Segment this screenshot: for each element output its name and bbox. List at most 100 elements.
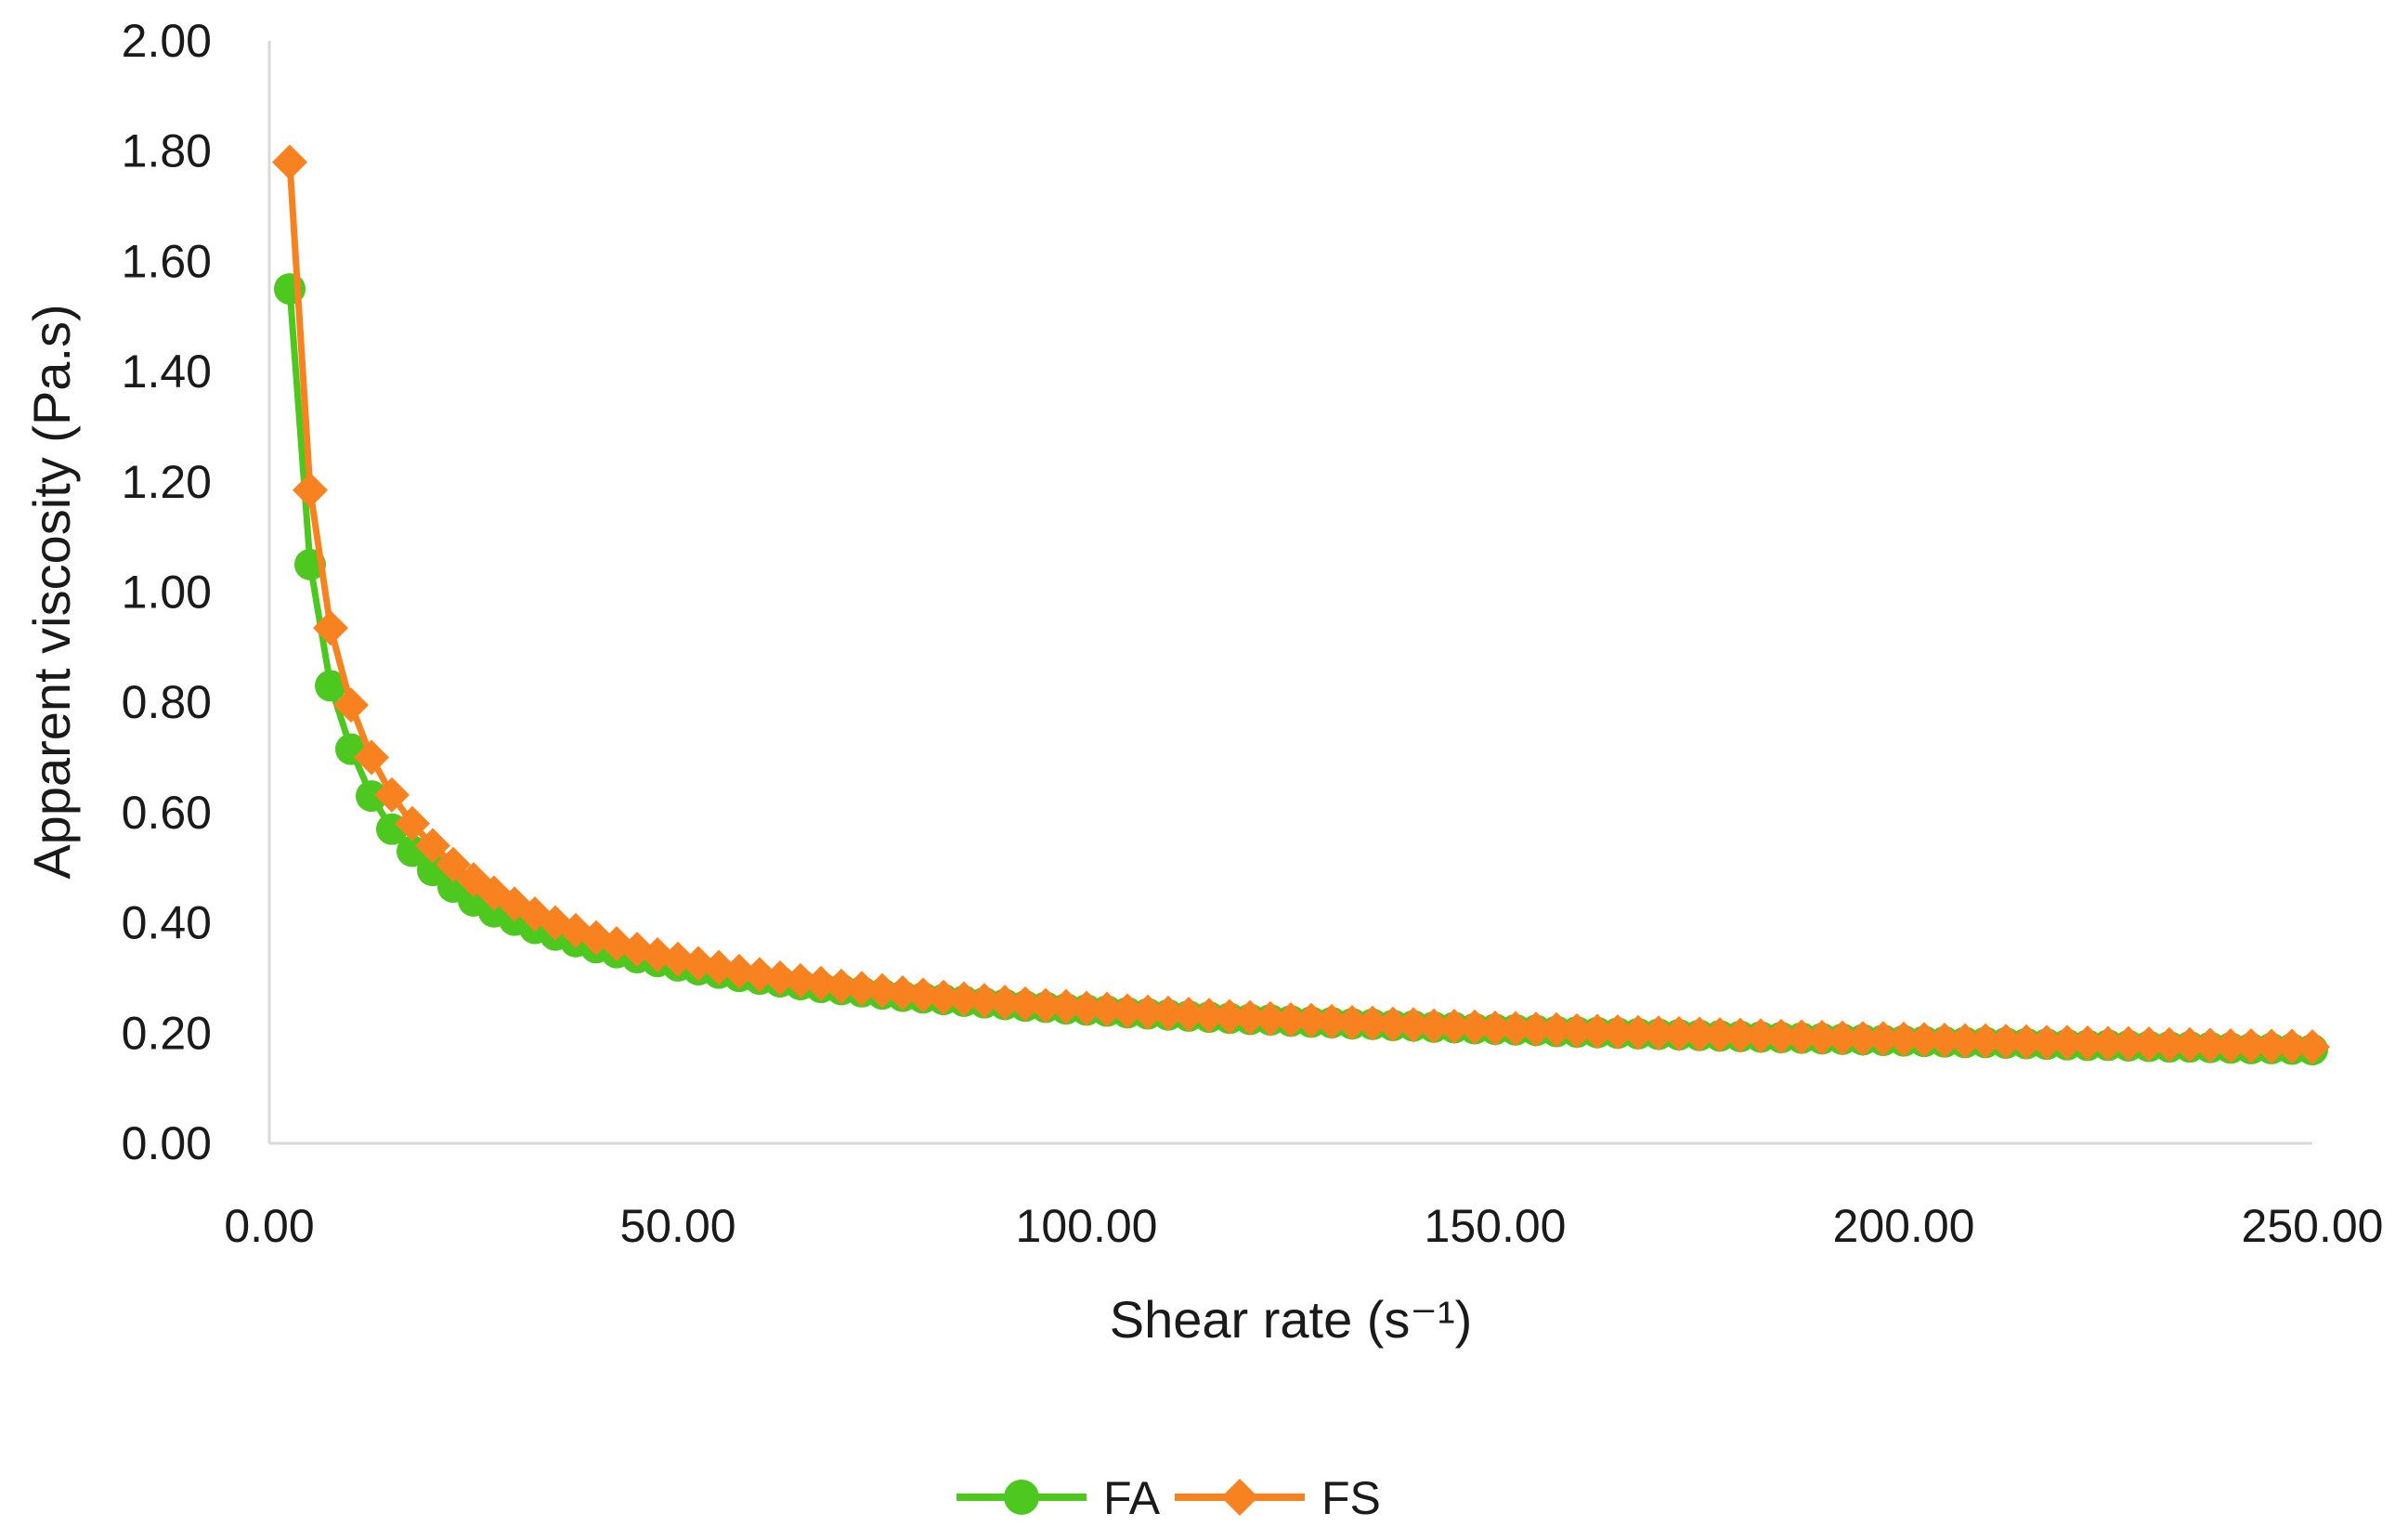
data-point-fs [1886,1021,1921,1057]
data-point-fs [1518,1011,1554,1048]
data-point-fs [2193,1027,2228,1063]
data-point-fs [2213,1027,2248,1063]
x-tick-label: 100.00 [1016,1200,1158,1252]
data-point-fs [1764,1018,1799,1054]
data-point-fs [272,144,307,180]
data-point-fs [1232,999,1268,1036]
data-point-fa [356,780,387,813]
legend-marker-fs [1221,1479,1258,1516]
y-tick-label: 1.40 [122,346,212,398]
data-point-fs [1621,1014,1656,1050]
data-point-fs [1784,1019,1819,1055]
data-point-fs [1437,1009,1472,1045]
y-tick-label: 0.20 [122,1007,212,1059]
data-point-fs [1191,998,1227,1034]
data-point-fs [1641,1015,1676,1051]
data-point-fs [1702,1017,1738,1053]
data-point-fs [2131,1026,2167,1063]
data-point-fs [1580,1013,1615,1050]
data-point-fs [2233,1027,2269,1063]
data-point-fs [1069,990,1104,1026]
series-layer [272,144,2330,1066]
data-point-fs [1988,1024,2024,1060]
y-tick-label: 1.00 [122,567,212,619]
data-point-fs [1416,1008,1451,1044]
data-point-fs [374,776,410,813]
data-point-fs [967,983,1002,1019]
data-point-fs [1171,997,1206,1033]
data-point-fs [1253,1000,1288,1037]
data-point-fs [2070,1024,2105,1061]
data-point-fa [315,670,346,702]
y-tick-label: 2.00 [122,15,212,67]
data-point-fs [1089,991,1125,1027]
legend-marker-fa [1004,1480,1039,1515]
legend-label-fa: FA [1103,1472,1161,1524]
data-point-fs [1151,995,1186,1031]
data-point-fs [2274,1028,2310,1064]
data-point-fs [844,971,879,1007]
data-point-fs [1723,1017,1758,1053]
data-point-fs [415,828,450,864]
data-point-fs [1273,1002,1308,1038]
data-point-fs [1743,1018,1778,1054]
series-fa [274,273,2328,1066]
y-tick-labels: 0.00 0.20 0.40 0.60 0.80 1.00 1.20 1.40 1.60 1.80… [122,15,212,1169]
data-point-fs [1130,994,1165,1030]
data-point-fs [1825,1020,1860,1056]
data-point-fs [987,985,1022,1021]
data-point-fs [865,972,900,1009]
data-point-fs [1866,1021,1901,1057]
data-point-fs [1661,1015,1697,1051]
data-point-fs [2152,1026,2187,1063]
data-point-fs [1907,1022,1942,1058]
data-point-fs [885,974,920,1011]
data-point-fs [1457,1009,1492,1045]
data-point-fs [1498,1011,1533,1047]
data-point-fs [783,962,818,998]
data-point-fs [2009,1024,2044,1060]
y-tick-label: 0.40 [122,897,212,949]
data-point-fs [1048,988,1084,1024]
x-tick-label: 50.00 [619,1200,735,1252]
data-point-fs [1927,1023,1962,1059]
data-point-fs [2111,1025,2146,1062]
data-point-fs [1355,1005,1390,1041]
data-point-fs [436,846,471,882]
data-point-fs [2090,1025,2126,1062]
legend-item-fa: FA [957,1472,1161,1524]
data-point-fs [1314,1003,1349,1039]
data-point-fs [1294,1002,1329,1038]
data-point-fs [333,687,369,724]
data-point-fs [1334,1005,1370,1041]
x-tick-label: 250.00 [2242,1200,2384,1252]
data-point-fs [354,739,389,776]
data-point-fs [926,979,961,1015]
y-tick-label: 1.20 [122,456,212,508]
y-tick-label: 1.60 [122,235,212,287]
y-tick-label: 1.80 [122,125,212,177]
data-point-fs [1110,993,1145,1029]
data-point-fs [1477,1010,1513,1046]
axes [267,41,2312,1145]
data-point-fs [1804,1020,1840,1056]
x-tick-label: 200.00 [1833,1200,1975,1252]
data-point-fs [2029,1024,2064,1061]
data-point-fs [905,977,941,1013]
legend-label-fs: FS [1321,1472,1381,1524]
data-point-fs [1008,985,1043,1022]
data-point-fs [762,959,798,996]
y-tick-label: 0.80 [122,676,212,728]
data-point-fs [803,965,839,1001]
data-point-fs [1600,1014,1635,1050]
series-line-fs [286,162,2313,1050]
data-point-fs [1845,1021,1881,1057]
legend: FA FS [957,1472,1381,1524]
x-tick-label: 150.00 [1425,1200,1567,1252]
data-point-fs [1559,1012,1594,1049]
data-point-fs [293,472,328,508]
data-point-fs [395,805,430,841]
data-point-fs [2295,1029,2330,1065]
